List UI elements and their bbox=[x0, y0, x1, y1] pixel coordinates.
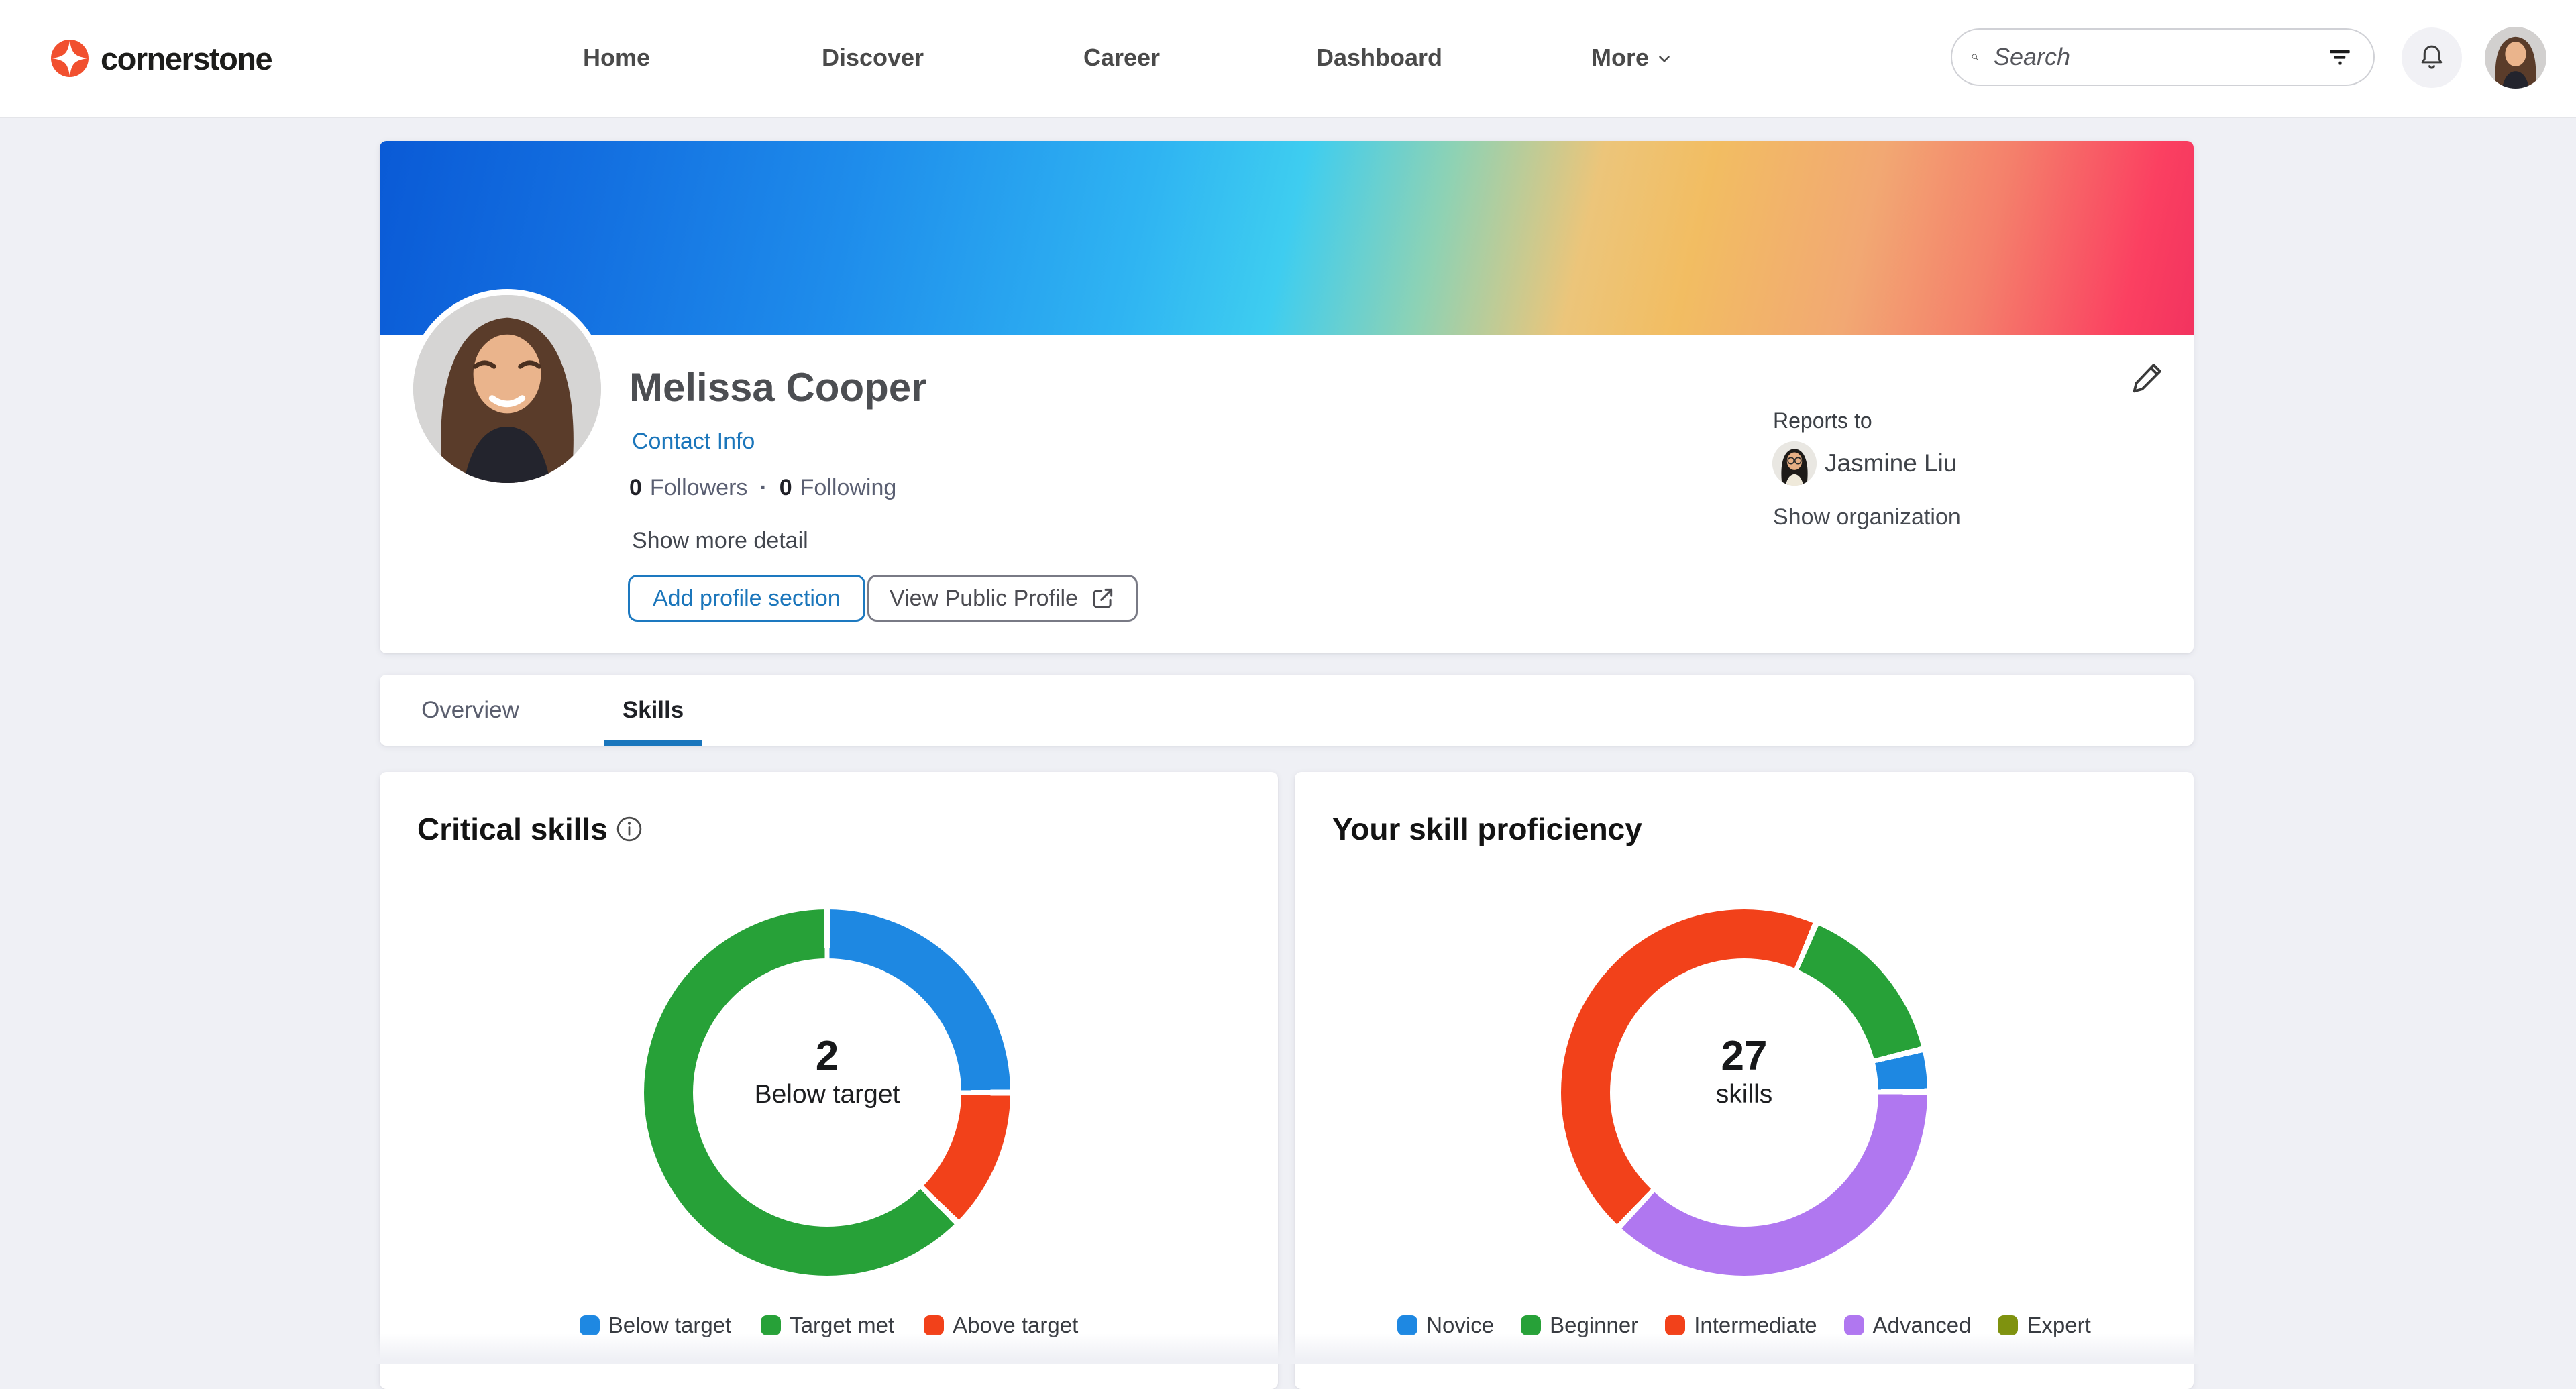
donut-center-value: 27 bbox=[1721, 1033, 1768, 1079]
critical-skills-card: Critical skills 2 Below target Below tar… bbox=[380, 772, 1278, 1389]
nav-more-label: More bbox=[1591, 44, 1650, 71]
nav-more[interactable]: More bbox=[1591, 0, 1673, 115]
profile-photo[interactable] bbox=[407, 289, 607, 489]
manager-avatar-image bbox=[1772, 441, 1817, 486]
profile-banner bbox=[380, 141, 2194, 335]
search-box bbox=[1951, 28, 2375, 86]
add-profile-section-button[interactable]: Add profile section bbox=[628, 575, 865, 622]
legend-item: Intermediate bbox=[1665, 1313, 1817, 1338]
legend-label: Expert bbox=[2027, 1313, 2091, 1337]
reports-to-label: Reports to bbox=[1773, 408, 1872, 433]
brand-logo[interactable]: cornerstone bbox=[51, 0, 273, 117]
info-icon[interactable] bbox=[614, 814, 644, 844]
legend-label: Advanced bbox=[1872, 1313, 1972, 1337]
legend-swatch-beginner bbox=[1521, 1315, 1542, 1335]
view-public-profile-label: View Public Profile bbox=[890, 585, 1078, 611]
brand-logo-text: cornerstone bbox=[101, 40, 273, 76]
external-link-icon bbox=[1093, 588, 1113, 608]
legend-swatch-target-met bbox=[761, 1315, 782, 1335]
view-public-profile-button[interactable]: View Public Profile bbox=[867, 575, 1138, 622]
followers-count: 0 bbox=[629, 475, 642, 500]
edit-profile-button[interactable] bbox=[2129, 359, 2165, 396]
search-icon bbox=[1972, 54, 1978, 60]
nav-dashboard[interactable]: Dashboard bbox=[1316, 44, 1443, 71]
nav-home[interactable]: Home bbox=[582, 44, 651, 71]
bell-icon bbox=[2421, 45, 2443, 69]
followers-link[interactable]: Followers bbox=[649, 475, 748, 500]
legend-swatch-advanced bbox=[1843, 1315, 1864, 1335]
donut-center-label: Below target bbox=[754, 1080, 900, 1109]
donut-center-value: 2 bbox=[815, 1033, 839, 1079]
following-count: 0 bbox=[779, 475, 792, 500]
manager-name[interactable]: Jasmine Liu bbox=[1825, 449, 1957, 477]
legend-label: Novice bbox=[1426, 1313, 1495, 1337]
legend-item: Advanced bbox=[1843, 1313, 1972, 1338]
legend-swatch-above-target bbox=[924, 1315, 945, 1335]
show-more-detail-link[interactable]: Show more detail bbox=[632, 528, 808, 553]
legend-swatch-novice bbox=[1397, 1315, 1418, 1335]
legend-item: Below target bbox=[579, 1313, 732, 1338]
nav-discover[interactable]: Discover bbox=[821, 44, 924, 71]
donut-center-label: skills bbox=[1715, 1080, 1773, 1109]
profile-card: Melissa Cooper Contact Info 0 Followers … bbox=[380, 141, 2194, 653]
notifications-button[interactable] bbox=[2402, 27, 2462, 88]
user-avatar[interactable] bbox=[2485, 27, 2546, 89]
skill-proficiency-title: Your skill proficiency bbox=[1332, 812, 1642, 846]
critical-skills-donut-chart[interactable]: 2 Below target bbox=[644, 909, 1010, 1276]
legend-label: Intermediate bbox=[1694, 1313, 1817, 1337]
nav-career[interactable]: Career bbox=[1083, 44, 1161, 71]
contact-info-link[interactable]: Contact Info bbox=[632, 429, 755, 454]
show-organization-link[interactable]: Show organization bbox=[1773, 504, 1961, 530]
legend-item: Novice bbox=[1397, 1313, 1494, 1338]
critical-skills-legend: Below target Target met Above target bbox=[380, 1313, 1278, 1338]
legend-label: Target met bbox=[790, 1313, 895, 1337]
following-link[interactable]: Following bbox=[800, 475, 897, 500]
legend-item: Target met bbox=[761, 1313, 894, 1338]
top-nav: cornerstone Home Discover Career Dashboa… bbox=[0, 0, 2576, 118]
follow-stats: 0 Followers · 0 Following bbox=[629, 474, 896, 501]
legend-item: Beginner bbox=[1521, 1313, 1638, 1338]
skill-proficiency-donut-chart[interactable]: 27 skills bbox=[1561, 909, 1927, 1276]
legend-swatch-expert bbox=[1998, 1315, 2019, 1335]
filter-icon bbox=[2330, 50, 2350, 64]
skill-proficiency-legend: Novice Beginner Intermediate Advanced Ex… bbox=[1295, 1313, 2194, 1338]
search-input[interactable] bbox=[1992, 42, 2312, 72]
pencil-icon bbox=[2133, 364, 2161, 393]
skill-proficiency-card: Your skill proficiency 27 skills Novice … bbox=[1295, 772, 2194, 1389]
legend-label: Below target bbox=[608, 1313, 732, 1337]
dot-separator: · bbox=[759, 475, 767, 500]
legend-label: Above target bbox=[953, 1313, 1079, 1337]
legend-item: Expert bbox=[1998, 1313, 2091, 1338]
manager-avatar[interactable] bbox=[1772, 441, 1817, 486]
legend-swatch-below-target bbox=[579, 1315, 600, 1335]
chevron-down-icon bbox=[1659, 56, 1670, 62]
user-avatar-image bbox=[2485, 27, 2546, 89]
tab-overview[interactable]: Overview bbox=[421, 697, 519, 723]
profile-tabs: Overview Skills bbox=[380, 675, 2194, 746]
profile-name: Melissa Cooper bbox=[629, 365, 927, 410]
legend-label: Beginner bbox=[1550, 1313, 1639, 1337]
search-filter-button[interactable] bbox=[2325, 42, 2355, 73]
critical-skills-title: Critical skills bbox=[417, 812, 608, 846]
legend-swatch-intermediate bbox=[1665, 1315, 1686, 1335]
cornerstone-logo-icon bbox=[51, 40, 89, 77]
profile-photo-image bbox=[413, 295, 601, 483]
tab-skills[interactable]: Skills bbox=[622, 697, 684, 723]
active-tab-underline bbox=[604, 740, 702, 746]
legend-item: Above target bbox=[924, 1313, 1078, 1338]
